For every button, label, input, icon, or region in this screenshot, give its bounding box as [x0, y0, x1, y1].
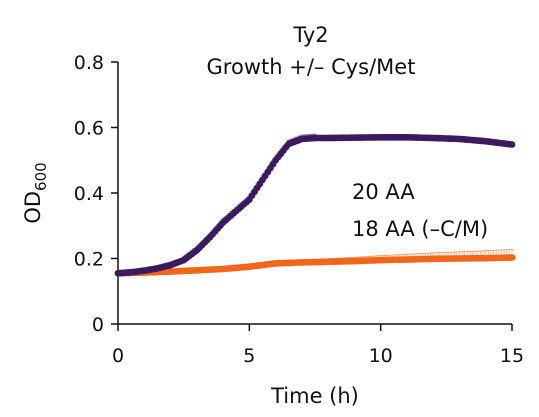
x-tick-label: 10: [369, 345, 393, 367]
y-tick-label: 0.8: [74, 52, 104, 74]
y-axis-label-subscript: 600: [32, 162, 50, 191]
series-18aa: [114, 248, 516, 277]
chart-subtitle: Growth +/– Cys/Met: [207, 55, 416, 79]
y-axis-label-text: OD600: [21, 162, 50, 223]
x-ticks: 0 5 10 15: [112, 324, 524, 367]
series-layer: [114, 133, 516, 277]
x-tick-label: 0: [112, 345, 124, 367]
y-axis-label-main: OD: [21, 191, 45, 224]
y-tick-label: 0.6: [74, 118, 104, 140]
data-point: [508, 254, 516, 261]
x-tick-label: 5: [243, 345, 255, 367]
y-axis-label: OD600: [21, 162, 50, 223]
x-axis-label: Time (h): [270, 384, 359, 408]
y-tick-label: 0.4: [74, 183, 104, 205]
y-ticks: 0 0.2 0.4 0.6 0.8: [74, 52, 118, 336]
legend-label-20aa: 20 AA: [352, 180, 415, 204]
y-tick-label: 0: [92, 314, 104, 336]
legend-label-18aa: 18 AA (–C/M): [352, 217, 488, 241]
chart-title: Ty2: [292, 23, 328, 47]
y-tick-label: 0.2: [74, 249, 104, 271]
data-point: [508, 141, 516, 148]
series-20aa: [114, 133, 516, 277]
x-tick-label: 15: [500, 345, 524, 367]
